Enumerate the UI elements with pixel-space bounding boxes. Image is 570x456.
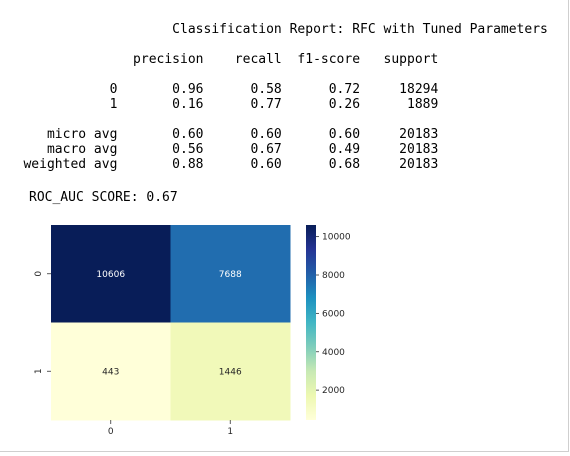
report-class-row: 1 0.16 0.77 0.26 1889 [0, 97, 439, 112]
roc-auc-score: ROC_AUC SCORE: 0.67 [29, 190, 178, 205]
colorbar-tick-label: 6000 [322, 309, 345, 319]
colorbar-tick-label: 8000 [322, 271, 345, 281]
heatmap-cells [51, 225, 291, 421]
x-tick-label: 1 [227, 427, 233, 437]
heatmap-cell-label: 10606 [96, 270, 125, 280]
heatmap-cell [170, 225, 291, 323]
colorbar-tick-label: 2000 [322, 386, 345, 396]
classification-report: Classification Report: RFC with Tuned Pa… [0, 22, 548, 172]
colorbar-ticks: 2000 4000 6000 8000 10000 [316, 233, 351, 396]
colorbar-tick-label: 10000 [322, 233, 351, 243]
y-tick-label: 1 [34, 368, 44, 374]
heatmap-cell [51, 225, 171, 323]
heatmap-cell [170, 322, 291, 421]
heatmap-cell-label: 1446 [219, 367, 242, 377]
report-title: Classification Report: RFC with Tuned Pa… [0, 22, 548, 37]
report-avg-row: macro avg 0.56 0.67 0.49 20183 [0, 142, 439, 157]
heatmap-cell-label: 7688 [219, 270, 242, 280]
colorbar-tick-label: 4000 [322, 348, 345, 358]
colorbar [306, 225, 316, 420]
heatmap-annotations: 10606 7688 443 1446 [96, 270, 242, 378]
x-tick-label: 0 [108, 427, 114, 437]
heatmap-cell [51, 322, 171, 421]
heatmap-axes: 0 1 0 1 [34, 271, 233, 437]
report-class-row: 0 0.96 0.58 0.72 18294 [0, 82, 439, 97]
report-avg-row: micro avg 0.60 0.60 0.60 20183 [0, 127, 439, 142]
heatmap-cell-label: 443 [102, 367, 119, 377]
report-avg-row: weighted avg 0.88 0.60 0.68 20183 [0, 157, 439, 172]
y-tick-label: 0 [34, 271, 44, 277]
report-header-row: precision recall f1-score support [0, 52, 439, 67]
